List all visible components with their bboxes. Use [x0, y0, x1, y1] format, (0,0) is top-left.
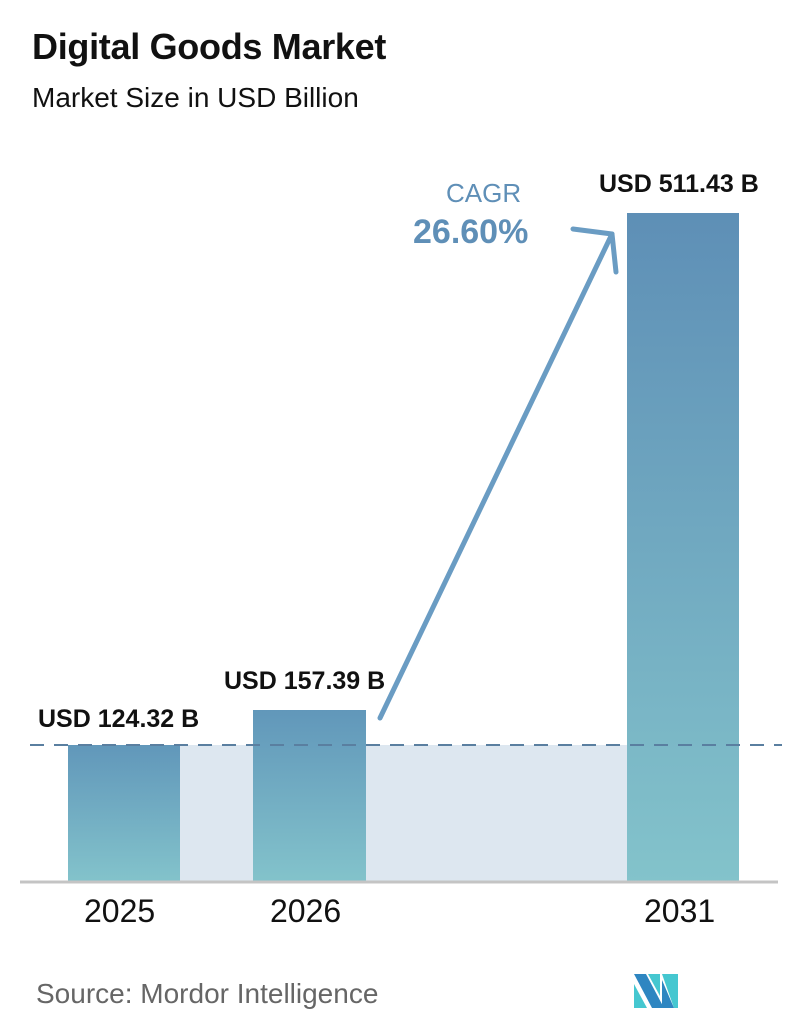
- cagr-arrow-icon: [377, 226, 619, 721]
- x-tick-2025: 2025: [84, 893, 156, 929]
- x-tick-2031: 2031: [644, 893, 716, 929]
- bar-2026: [253, 710, 366, 882]
- x-tick-2026: 2026: [270, 893, 342, 929]
- reference-band: [180, 745, 627, 882]
- chart-subtitle: Market Size in USD Billion: [32, 82, 359, 113]
- bar-label-2026: USD 157.39 B: [224, 667, 386, 695]
- chart-title: Digital Goods Market: [32, 26, 387, 67]
- bar-2025: [68, 745, 180, 882]
- source-note: Source: Mordor Intelligence: [36, 978, 379, 1009]
- cagr-label: CAGR: [446, 178, 522, 208]
- mordor-intelligence-logo-icon: [634, 974, 678, 1008]
- cagr-value: 26.60%: [413, 213, 529, 251]
- bar-label-2031: USD 511.43 B: [599, 170, 759, 198]
- bar-2031: [627, 213, 739, 882]
- bar-label-2025: USD 124.32 B: [38, 705, 200, 733]
